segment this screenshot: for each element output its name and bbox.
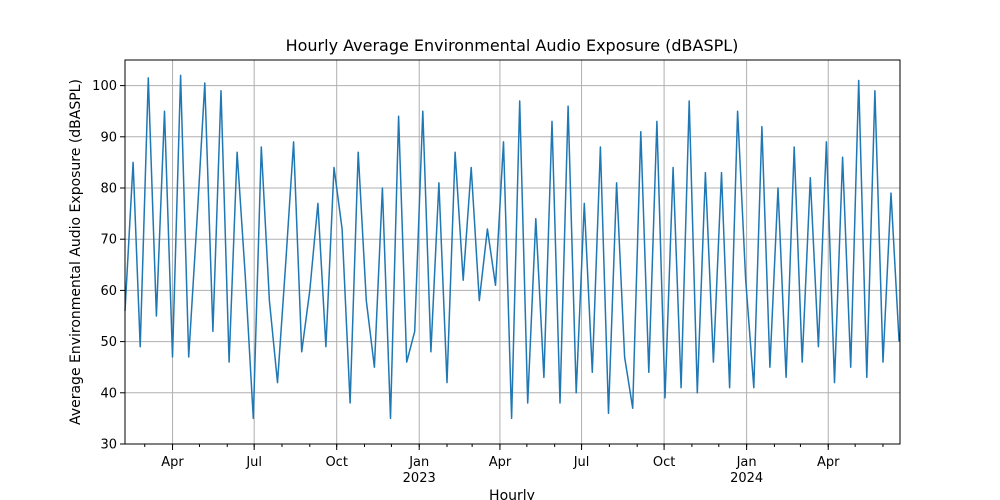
- x-tick-label: Apr: [489, 455, 512, 470]
- x-axis-title: Hourly: [489, 488, 535, 500]
- x-tick-year-label: 2023: [403, 471, 436, 486]
- y-axis-title: Average Environmental Audio Exposure (dB…: [68, 79, 84, 425]
- x-tick-label: Jan: [408, 455, 429, 470]
- x-tick-label: Oct: [325, 455, 347, 470]
- y-tick-label: 100: [92, 79, 117, 94]
- x-tick-label: Apr: [817, 455, 840, 470]
- x-tick-label: Apr: [161, 455, 184, 470]
- y-tick-label: 60: [100, 284, 117, 299]
- x-tick-label: Jul: [245, 455, 262, 470]
- y-tick-label: 40: [100, 386, 117, 401]
- plot-frame: [124, 59, 901, 445]
- chart-title: Hourly Average Environmental Audio Expos…: [286, 36, 739, 55]
- y-tick-label: 70: [100, 233, 117, 248]
- y-tick-label: 30: [100, 438, 117, 453]
- x-tick-label: Jan: [736, 455, 757, 470]
- series-line: [124, 74, 900, 420]
- x-tick-label: Jul: [573, 455, 590, 470]
- x-tick-year-label: 2024: [730, 471, 763, 486]
- y-tick-label: 50: [100, 335, 117, 350]
- y-tick-label: 90: [100, 130, 117, 145]
- x-tick-label: Oct: [653, 455, 675, 470]
- series-layer: [124, 74, 900, 420]
- y-tick-label: 80: [100, 182, 117, 197]
